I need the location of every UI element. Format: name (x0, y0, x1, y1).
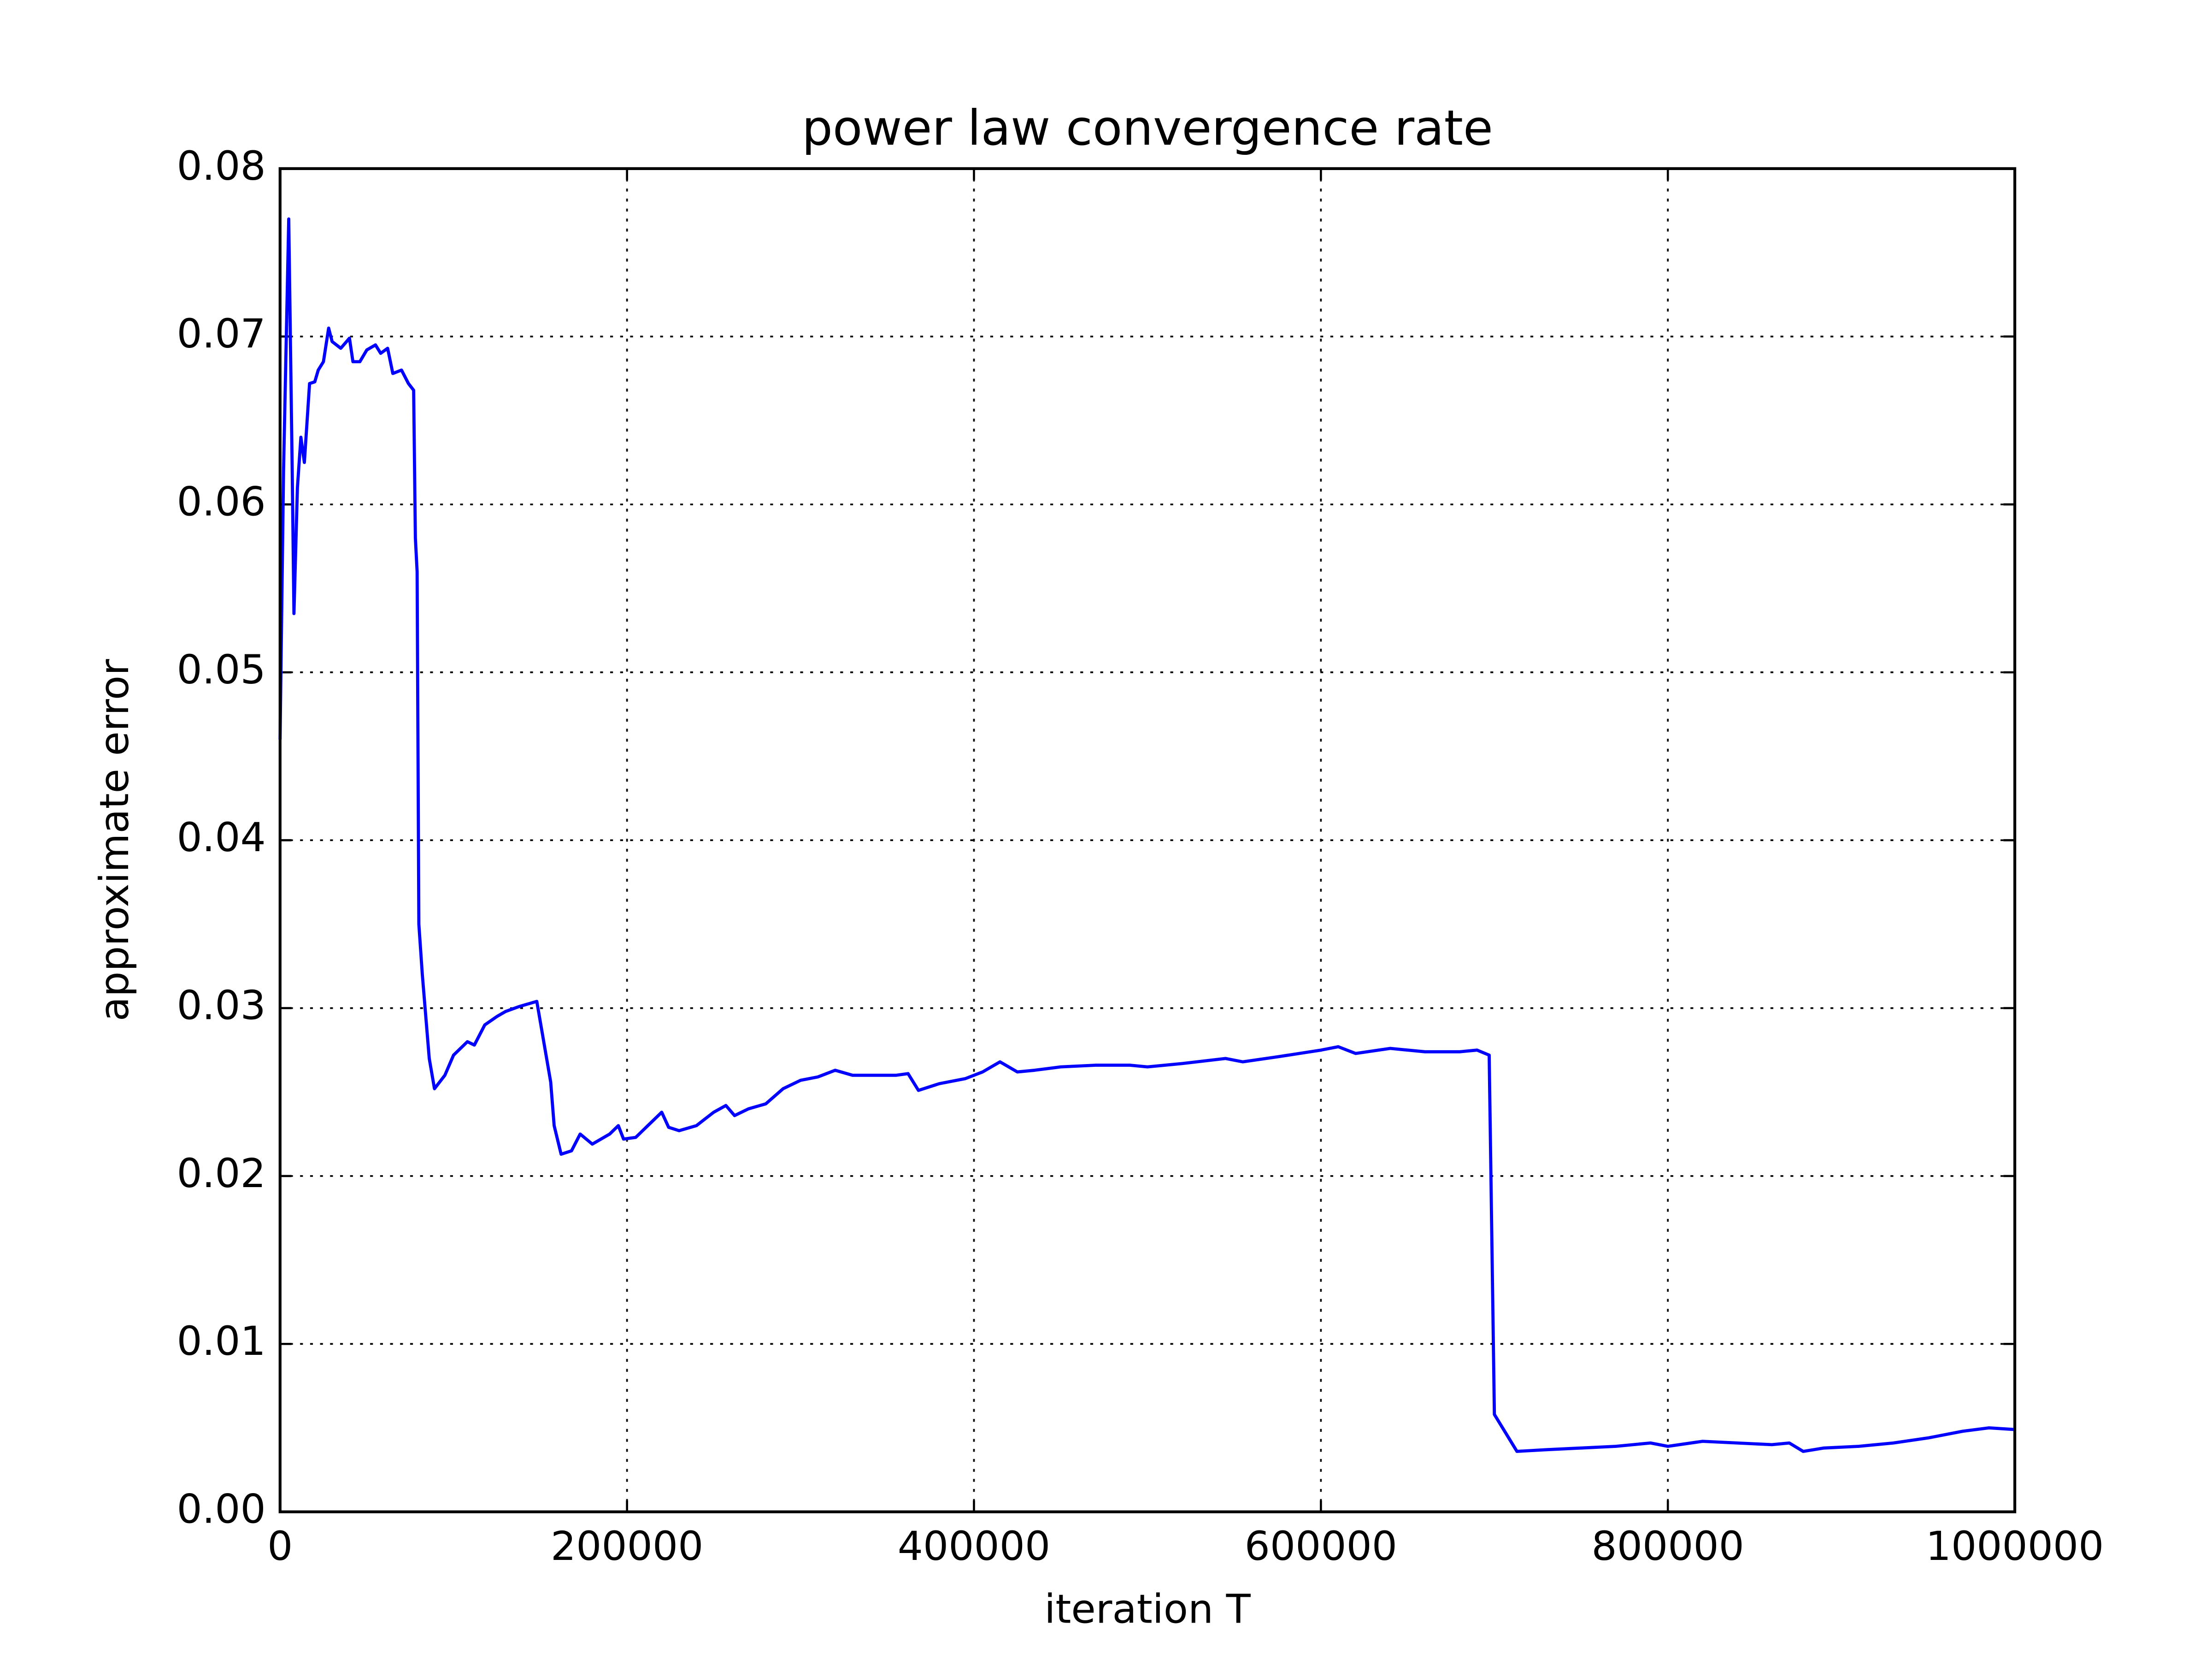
y-tick-label: 0.07 (176, 311, 265, 357)
x-tick-label: 1000000 (1926, 1523, 2104, 1570)
y-tick-label: 0.02 (176, 1150, 265, 1197)
y-tick-label: 0.06 (176, 478, 265, 525)
y-axis-label: approximate error (91, 659, 138, 1021)
y-tick-label: 0.04 (176, 814, 265, 861)
chart-title: power law convergence rate (802, 100, 1493, 156)
y-tick-label: 0.00 (176, 1486, 265, 1533)
x-tick-label: 0 (267, 1523, 293, 1570)
x-tick-label: 600000 (1245, 1523, 1397, 1570)
y-tick-label: 0.03 (176, 982, 265, 1029)
x-tick-label: 800000 (1592, 1523, 1744, 1570)
y-tick-label: 0.05 (176, 647, 265, 693)
data-line (278, 217, 2015, 1453)
x-tick-label: 400000 (898, 1523, 1050, 1570)
x-axis-label: iteration T (1044, 1586, 1251, 1633)
x-tick-label: 200000 (551, 1523, 703, 1570)
y-tick-label: 0.01 (176, 1318, 265, 1365)
plot-frame (278, 167, 2017, 1513)
y-tick-label: 0.08 (176, 143, 265, 189)
